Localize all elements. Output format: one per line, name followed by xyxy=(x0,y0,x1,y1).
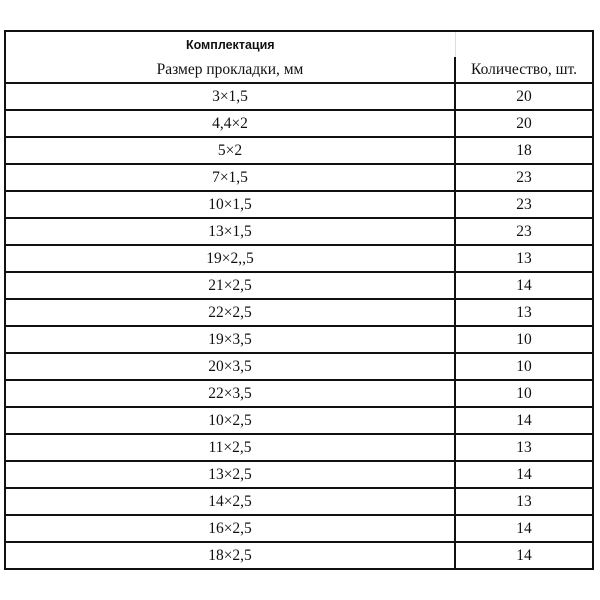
table-row: 13×2,5 14 xyxy=(4,460,594,489)
size-cell: 11×2,5 xyxy=(4,433,456,462)
table-row: 13×1,5 23 xyxy=(4,217,594,246)
title-row: Комплектация xyxy=(4,30,594,57)
header-quantity: Количество, шт. xyxy=(454,57,594,84)
quantity-cell: 23 xyxy=(454,217,594,246)
quantity-cell: 13 xyxy=(454,433,594,462)
quantity-cell: 14 xyxy=(454,541,594,570)
size-cell: 13×2,5 xyxy=(4,460,456,489)
quantity-cell: 10 xyxy=(454,325,594,354)
quantity-cell: 18 xyxy=(454,136,594,165)
size-cell: 14×2,5 xyxy=(4,487,456,516)
size-cell: 21×2,5 xyxy=(4,271,456,300)
table-row: 7×1,5 23 xyxy=(4,163,594,192)
kit-table: Комплектация Размер прокладки, мм Количе… xyxy=(4,30,594,570)
quantity-cell: 14 xyxy=(454,514,594,543)
table-row: 5×2 18 xyxy=(4,136,594,165)
table-title: Комплектация xyxy=(4,30,455,57)
size-cell: 4,4×2 xyxy=(4,109,456,138)
table-row: 14×2,5 13 xyxy=(4,487,594,516)
size-cell: 19×2,,5 xyxy=(4,244,456,273)
table-row: 22×2,5 13 xyxy=(4,298,594,327)
size-cell: 10×1,5 xyxy=(4,190,456,219)
table-row: 3×1,5 20 xyxy=(4,82,594,111)
quantity-cell: 14 xyxy=(454,460,594,489)
quantity-cell: 14 xyxy=(454,271,594,300)
table-row: 11×2,5 13 xyxy=(4,433,594,462)
quantity-cell: 10 xyxy=(454,379,594,408)
header-size: Размер прокладки, мм xyxy=(4,57,456,84)
size-cell: 13×1,5 xyxy=(4,217,456,246)
table-row: 19×3,5 10 xyxy=(4,325,594,354)
size-cell: 22×2,5 xyxy=(4,298,456,327)
size-cell: 20×3,5 xyxy=(4,352,456,381)
table-row: 22×3,5 10 xyxy=(4,379,594,408)
table-row: 10×1,5 23 xyxy=(4,190,594,219)
size-cell: 7×1,5 xyxy=(4,163,456,192)
table-row: 18×2,5 14 xyxy=(4,541,594,570)
quantity-cell: 20 xyxy=(454,109,594,138)
size-cell: 16×2,5 xyxy=(4,514,456,543)
quantity-cell: 10 xyxy=(454,352,594,381)
size-cell: 3×1,5 xyxy=(4,82,456,111)
header-row: Размер прокладки, мм Количество, шт. xyxy=(4,57,594,84)
empty-cell xyxy=(454,30,594,57)
size-cell: 18×2,5 xyxy=(4,541,456,570)
quantity-cell: 23 xyxy=(454,163,594,192)
quantity-cell: 14 xyxy=(454,406,594,435)
size-cell: 5×2 xyxy=(4,136,456,165)
size-cell: 19×3,5 xyxy=(4,325,456,354)
quantity-cell: 20 xyxy=(454,82,594,111)
size-cell: 22×3,5 xyxy=(4,379,456,408)
table-row: 21×2,5 14 xyxy=(4,271,594,300)
quantity-cell: 13 xyxy=(454,244,594,273)
size-cell: 10×2,5 xyxy=(4,406,456,435)
quantity-cell: 13 xyxy=(454,487,594,516)
table-row: 16×2,5 14 xyxy=(4,514,594,543)
table-row: 10×2,5 14 xyxy=(4,406,594,435)
quantity-cell: 23 xyxy=(454,190,594,219)
table-row: 4,4×2 20 xyxy=(4,109,594,138)
quantity-cell: 13 xyxy=(454,298,594,327)
table-row: 20×3,5 10 xyxy=(4,352,594,381)
table-row: 19×2,,5 13 xyxy=(4,244,594,273)
